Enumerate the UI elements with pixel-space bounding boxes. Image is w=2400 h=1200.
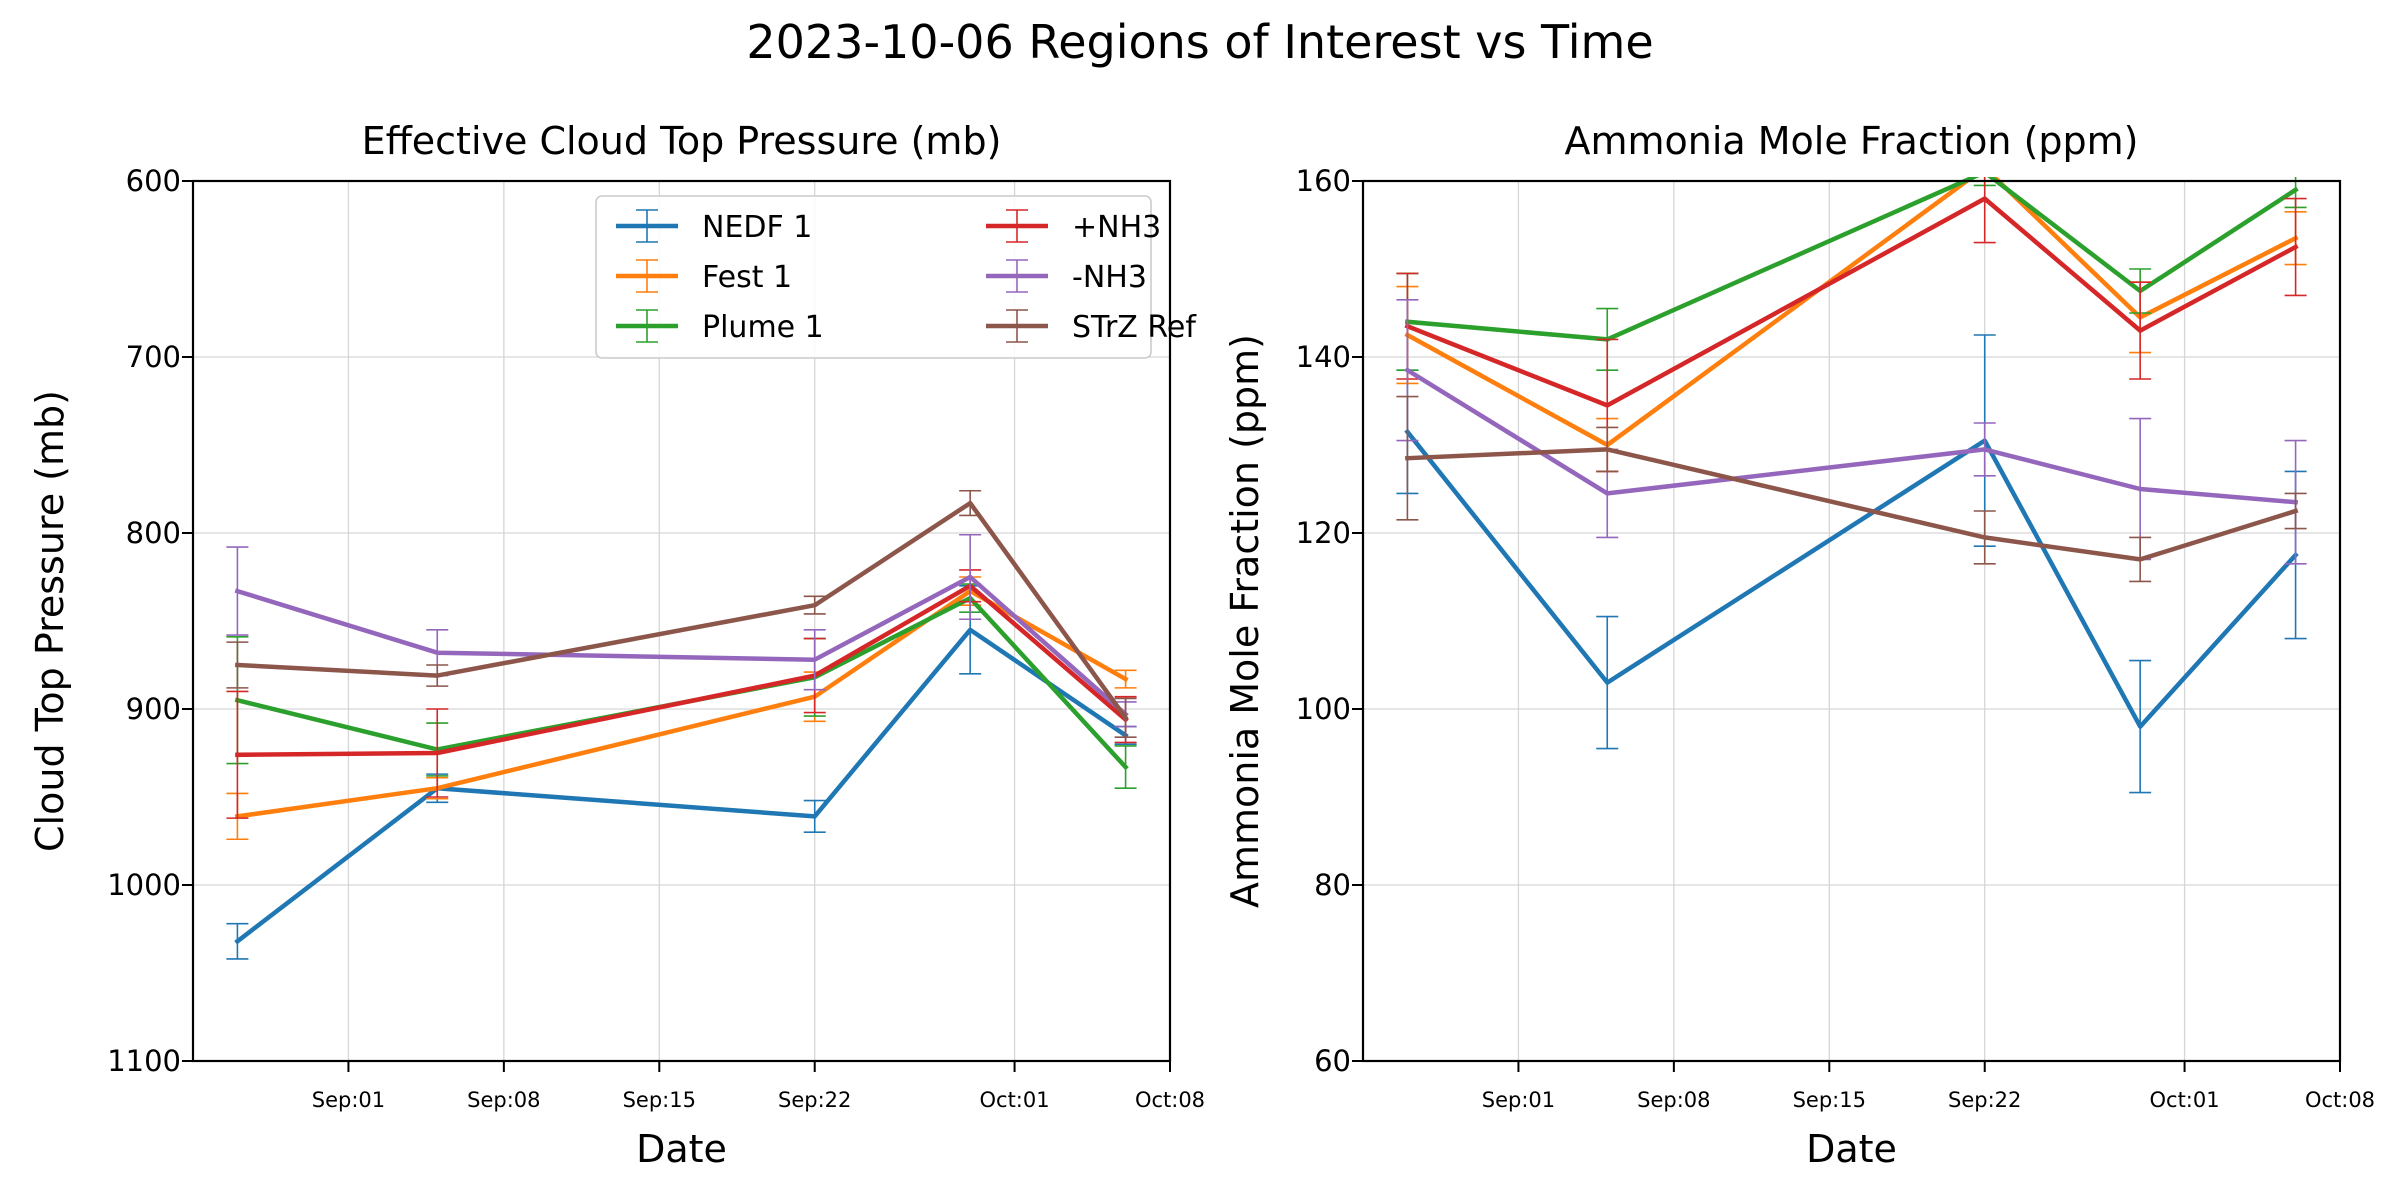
plot-area [226,489,1137,960]
series-line [235,500,1129,721]
x-axis-label: Date [1806,1127,1897,1171]
legend-label: -NH3 [1072,260,1147,295]
y-tick-label: 800 [126,516,181,550]
chart-panel-2: 60 80 100 120 140 160 Sep:01 Sep:08 Sep:15 Sep:22… [1223,119,2375,1171]
y-tick-label: 100 [1296,692,1351,726]
series-strz-ref [226,489,1137,738]
series-strz-ref [1396,395,2307,583]
x-tick-label: Sep:15 [623,1088,696,1112]
legend-label: STrZ Ref [1072,310,1197,345]
legend: NEDF 1 Fest 1 Plume 1 +NH3 -NH3 STrZ Ref [595,195,1197,359]
series-nedf-1 [226,584,1137,960]
x-tick-label: Oct:08 [1135,1088,1205,1112]
legend-label: Fest 1 [702,260,792,295]
series-line [234,574,1129,718]
x-tick-label: Sep:01 [312,1088,385,1112]
y-tick-label: 120 [1296,516,1351,550]
x-tick-label: Oct:01 [2150,1088,2220,1112]
series-line [234,627,1129,945]
x-tick-label: Oct:01 [980,1088,1050,1112]
x-tick-label: Sep:15 [1793,1088,1866,1112]
series-line [1404,177,2299,448]
legend-entry: NEDF 1 [616,209,812,245]
x-tick-label: Sep:01 [1482,1088,1555,1112]
legend-entry: -NH3 [986,259,1147,295]
legend-label: NEDF 1 [702,210,812,245]
series-line [1404,177,2299,342]
y-tick-label: 1100 [107,1044,181,1078]
series-nh3 [1396,177,2307,473]
y-tick-label: 160 [1296,164,1351,198]
panel-title: Effective Cloud Top Pressure (mb) [362,119,1002,163]
series-line [1404,196,2299,408]
y-tick-label: 600 [126,164,181,198]
x-tick-label: Sep:08 [1637,1088,1710,1112]
figure-title: 2023-10-06 Regions of Interest vs Time [746,15,1653,69]
series-fest-1 [226,576,1137,841]
panel-title: Ammonia Mole Fraction (ppm) [1564,119,2138,163]
axes-frame [1361,179,2342,1063]
legend-frame [595,195,1152,359]
y-tick-label: 1000 [107,868,181,902]
y-tick-label: 60 [1314,1044,1351,1078]
y-axis-label: Ammonia Mole Fraction (ppm) [1223,334,1267,908]
plot-area [1396,177,2307,794]
series-line [1404,367,2299,505]
series-plume-1 [226,583,1137,790]
y-axis-label: Cloud Top Pressure (mb) [28,390,72,852]
y-tick-label: 140 [1296,340,1351,374]
legend-entry: Plume 1 [616,309,824,345]
series-line [1405,447,2299,562]
y-tick-label: 80 [1314,868,1351,902]
legend-entry: +NH3 [986,209,1161,245]
legend-label: Plume 1 [702,310,824,345]
series-line [234,595,1129,771]
legend-label: +NH3 [1072,210,1161,245]
x-tick-label: Sep:22 [778,1088,851,1112]
legend-entry: Fest 1 [616,259,792,295]
chart-panel-1: 600 700 800 900 1000 1100 Sep:01 Sep:08 Sep:15 Se… [28,119,1205,1171]
x-tick-label: Oct:08 [2305,1088,2375,1112]
y-tick-label: 900 [126,692,181,726]
x-tick-label: Sep:08 [467,1088,540,1112]
x-axis-label: Date [636,1127,727,1171]
y-tick-label: 700 [126,340,181,374]
series-line [1404,428,2299,729]
x-tick-label: Sep:22 [1948,1088,2021,1112]
legend-entry: STrZ Ref [986,309,1197,345]
axes-frame [191,179,1172,1063]
